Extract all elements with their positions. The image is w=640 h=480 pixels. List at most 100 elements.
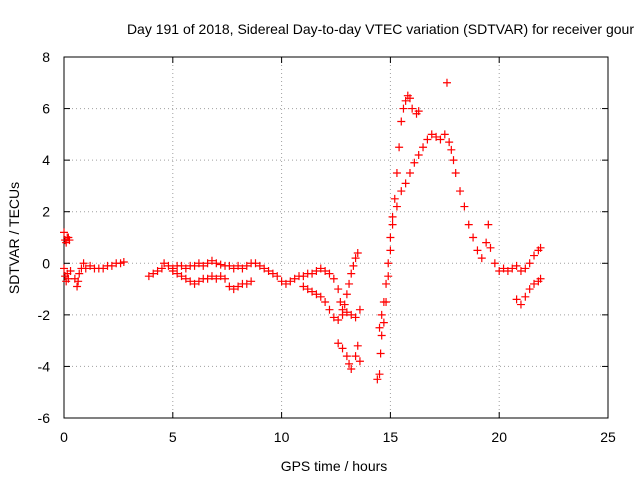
data-point <box>177 272 186 281</box>
data-point <box>203 274 212 283</box>
data-point <box>251 259 260 268</box>
data-point <box>377 331 386 340</box>
data-point <box>525 285 534 294</box>
y-axis-label: SDTVAR / TECUs <box>6 182 22 294</box>
data-point <box>469 233 478 242</box>
axis-ticks <box>63 56 609 419</box>
data-point <box>401 179 410 188</box>
data-point <box>119 257 128 266</box>
data-point <box>190 261 199 270</box>
data-point <box>281 279 290 288</box>
data-point <box>384 259 393 268</box>
data-point <box>379 297 388 306</box>
data-point <box>423 135 432 144</box>
data-point <box>536 243 545 252</box>
data-point <box>390 194 399 203</box>
data-point <box>334 339 343 348</box>
data-point <box>530 279 539 288</box>
data-point <box>486 243 495 252</box>
data-points <box>60 78 545 384</box>
data-point <box>264 267 273 276</box>
data-point <box>216 260 225 269</box>
data-point <box>203 259 212 268</box>
plot-frame <box>63 56 609 419</box>
data-point <box>225 261 234 270</box>
data-point <box>299 282 308 291</box>
data-point <box>375 323 384 332</box>
data-point <box>388 212 397 221</box>
data-point <box>238 264 247 273</box>
data-point <box>290 274 299 283</box>
x-tick-label: 15 <box>383 429 399 445</box>
data-point <box>153 267 162 276</box>
data-point <box>432 132 441 141</box>
data-point <box>397 117 406 126</box>
data-point <box>260 264 269 273</box>
data-point <box>194 259 203 268</box>
data-point <box>342 290 351 299</box>
data-point <box>345 359 354 368</box>
data-point <box>499 264 508 273</box>
data-point <box>168 267 177 276</box>
data-point <box>445 138 454 147</box>
data-point <box>277 277 286 286</box>
data-point <box>373 375 382 384</box>
data-point <box>60 228 68 237</box>
data-point <box>351 254 360 263</box>
data-point <box>338 344 347 353</box>
data-point <box>329 313 338 322</box>
data-point <box>221 274 230 283</box>
data-point <box>342 308 351 317</box>
y-tick-label: 8 <box>42 49 50 65</box>
data-point <box>160 259 169 268</box>
data-point <box>525 259 534 268</box>
data-point <box>355 357 364 366</box>
x-tick-label: 5 <box>169 429 177 445</box>
data-point <box>247 277 256 286</box>
data-point <box>414 107 423 116</box>
data-point <box>375 370 384 379</box>
data-point <box>234 261 243 270</box>
y-tick-label: -6 <box>38 410 51 426</box>
x-tick-label: 20 <box>491 429 507 445</box>
data-point <box>503 267 512 276</box>
data-point <box>386 246 395 255</box>
data-point <box>386 233 395 242</box>
data-point <box>353 341 362 350</box>
data-point <box>379 318 388 327</box>
data-point <box>99 264 108 273</box>
chart-title: Day 191 of 2018, Sidereal Day-to-day VTE… <box>127 21 634 37</box>
data-point <box>73 282 82 291</box>
data-point <box>60 264 68 273</box>
data-point <box>255 261 264 270</box>
data-point <box>451 169 460 178</box>
data-point <box>484 220 493 229</box>
data-point <box>186 277 195 286</box>
data-point <box>419 143 428 152</box>
data-point <box>181 264 190 273</box>
x-tick-label: 25 <box>600 429 616 445</box>
y-tick-label: 2 <box>42 204 50 220</box>
data-point <box>345 279 354 288</box>
data-point <box>405 169 414 178</box>
data-point <box>442 78 451 87</box>
data-point <box>464 220 473 229</box>
data-point <box>447 145 456 154</box>
data-point <box>144 272 153 281</box>
data-point <box>157 264 166 273</box>
data-point <box>149 269 158 278</box>
data-point <box>460 202 469 211</box>
data-point <box>79 259 88 268</box>
data-point <box>521 264 530 273</box>
data-point <box>190 279 199 288</box>
data-point <box>325 305 334 314</box>
data-point <box>268 269 277 278</box>
data-point <box>449 156 458 165</box>
x-tick-labels: 0 5 10 15 20 25 <box>60 429 616 445</box>
data-point <box>516 300 525 309</box>
data-point <box>338 310 347 319</box>
data-point <box>353 248 362 257</box>
data-point <box>194 277 203 286</box>
data-point <box>473 246 482 255</box>
